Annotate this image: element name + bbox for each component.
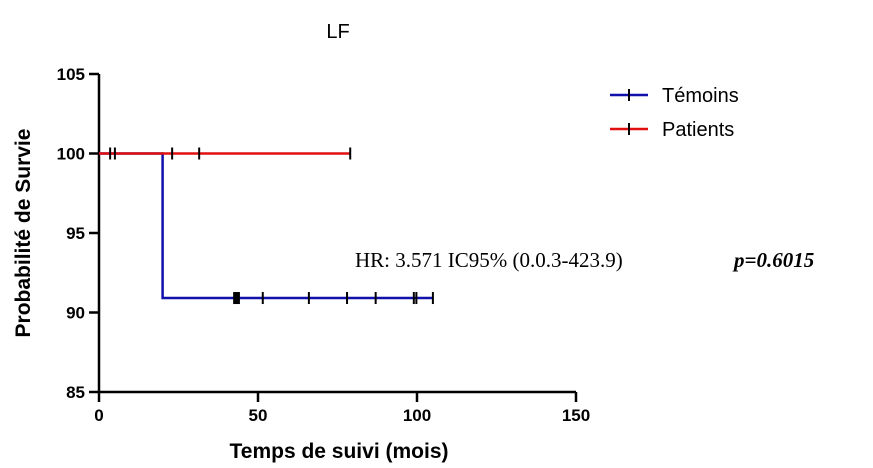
- series-1: [99, 147, 352, 160]
- y-axis-label: Probabilité de Survie: [12, 129, 35, 338]
- x-tick-label: 0: [94, 406, 103, 425]
- legend-item: Témoins: [610, 85, 739, 107]
- legend-label: Témoins: [662, 85, 739, 107]
- x-axis-label: Temps de suivi (mois): [230, 440, 449, 463]
- x-tick-label: 50: [249, 406, 268, 425]
- y-tick-label: 100: [57, 145, 85, 164]
- axes: 85 90 95 100 105 0 50 100 150: [57, 65, 591, 425]
- x-tick-label: 150: [562, 406, 590, 425]
- legend-item: Patients: [610, 119, 734, 141]
- survival-curve: [99, 152, 433, 300]
- hazard-ratio-annotation: HR: 3.571 IC95% (0.0.3-423.9): [355, 248, 623, 272]
- y-tick-label: 85: [66, 383, 85, 402]
- y-tick-label: 95: [66, 224, 85, 243]
- chart-title: LF: [326, 21, 349, 43]
- series-0: [99, 152, 434, 305]
- legend-label: Patients: [662, 119, 734, 141]
- series-layer: [99, 147, 434, 305]
- p-value-annotation: p=0.6015: [732, 248, 814, 272]
- y-tick-label: 90: [66, 304, 85, 323]
- y-tick-label: 105: [57, 65, 85, 84]
- x-tick-label: 100: [403, 406, 431, 425]
- legend: Témoins Patients: [610, 85, 739, 141]
